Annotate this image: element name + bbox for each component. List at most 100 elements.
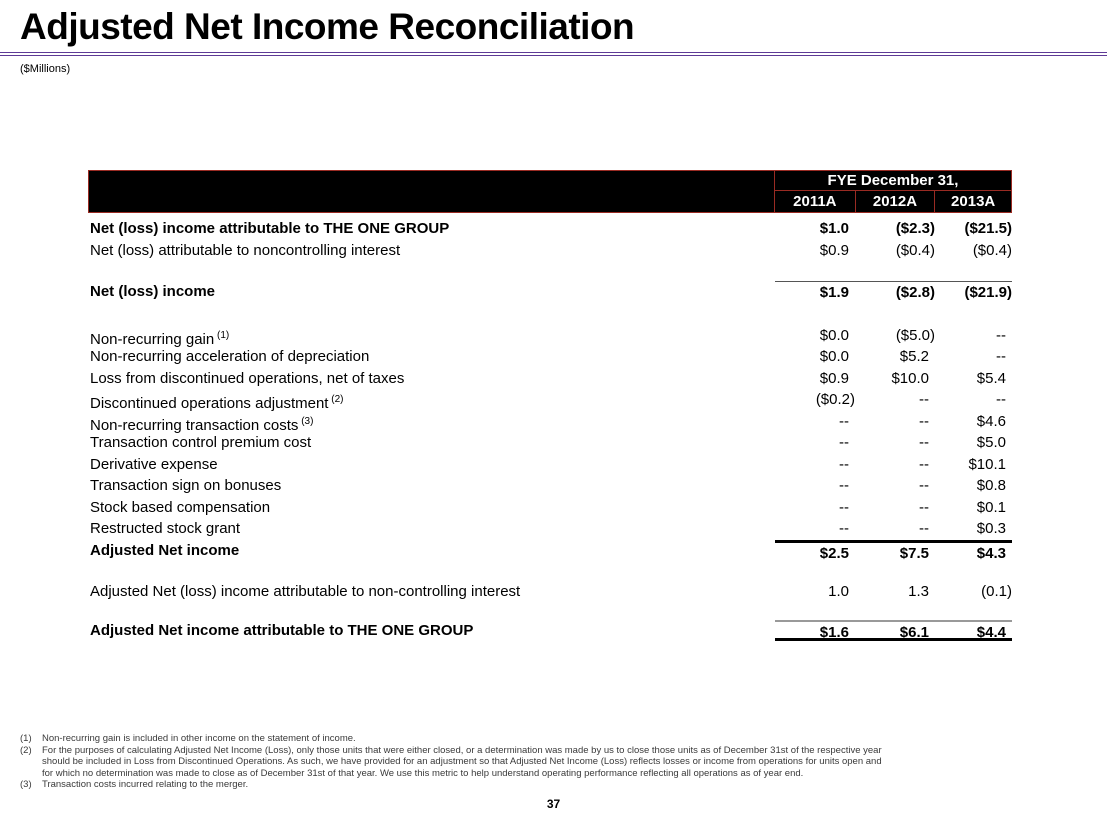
table-row: Adjusted Net income $2.5 $7.5 $4.3 (88, 539, 1012, 562)
footnote-marker: (2) (328, 394, 344, 405)
table-spacer-row (88, 303, 1012, 325)
row-label: Non-recurring gain (1) (90, 329, 230, 348)
value-cell: $0.0 (819, 326, 849, 344)
value-cell: $10.0 (891, 369, 929, 387)
value-cell: $5.4 (976, 369, 1006, 387)
units-label: ($Millions) (20, 63, 71, 75)
footnote-marker: (1) (214, 329, 230, 341)
value-cell: -- (919, 498, 929, 516)
page-title: Adjusted Net Income Reconciliation (20, 6, 635, 47)
row-label: Non-recurring transaction costs (3) (90, 415, 314, 434)
row-label: Net (loss) income attributable to THE ON… (90, 220, 450, 237)
row-label: Adjusted Net (loss) income attributable … (90, 583, 521, 600)
value-cell: $6.1 (899, 623, 929, 641)
value-cell: ($0.4) (895, 241, 935, 259)
row-values: $0.9 $10.0 $5.4 (775, 368, 1012, 390)
table-row: Derivative expense -- -- $10.1 (88, 454, 1012, 476)
table-row: Restructed stock grant -- -- $0.3 (88, 518, 1012, 540)
value-cell: -- (996, 391, 1006, 408)
row-label: Discontinued operations adjustment (2) (90, 394, 344, 412)
table-row: Adjusted Net income attributable to THE … (88, 619, 1012, 641)
value-cell: -- (839, 498, 849, 516)
footnote-text: Transaction costs incurred relating to t… (42, 779, 249, 790)
row-label: Restructed stock grant (90, 520, 241, 537)
value-cell: -- (996, 348, 1006, 365)
value-cell: $4.3 (976, 544, 1006, 562)
footnote: (3) Transaction costs incurred relating t… (20, 779, 888, 791)
table-spacer-row (88, 261, 1012, 281)
footnote: (2) For the purposes of calculating Adjus… (20, 745, 888, 780)
table-header: FYE December 31, 2011A 2012A 2013A (88, 170, 1012, 213)
row-values: -- -- $0.1 (775, 497, 1012, 519)
value-cell: $4.6 (976, 412, 1006, 430)
table-row: Stock based compensation -- -- $0.1 (88, 497, 1012, 519)
row-values: $0.0 ($5.0) -- (775, 325, 1012, 347)
year-columns: 2011A 2012A 2013A (775, 191, 1011, 212)
footnote-marker: (3) (298, 415, 314, 427)
value-cell: -- (919, 455, 929, 473)
value-cell: ($5.0) (895, 326, 935, 344)
footnote-number: (3) (20, 779, 32, 790)
row-label: Adjusted Net income attributable to THE … (90, 621, 474, 639)
value-cell: $7.5 (899, 544, 929, 562)
value-cell: $1.9 (819, 284, 849, 301)
row-label: Net (loss) income (90, 283, 216, 300)
row-label: Stock based compensation (90, 498, 271, 516)
table-spacer-row (88, 603, 1012, 620)
table-row: Adjusted Net (loss) income attributable … (88, 581, 1012, 603)
value-cell: $10.1 (968, 455, 1006, 473)
footnote: (1) Non-recurring gain is included in oth… (20, 733, 888, 745)
value-cell: -- (919, 477, 929, 494)
value-cell: -- (839, 520, 849, 537)
row-label: Non-recurring acceleration of depreciati… (90, 348, 370, 365)
value-cell: $2.5 (819, 544, 849, 562)
column-header-2013a: 2013A (934, 191, 1011, 212)
table-row: Net (loss) attributable to noncontrollin… (88, 240, 1012, 262)
value-cell: -- (839, 477, 849, 494)
value-cell: (0.1) (981, 583, 1012, 600)
value-cell: $0.9 (819, 241, 849, 259)
row-values: -- -- $10.1 (775, 454, 1012, 476)
row-values: $1.0 ($2.3) ($21.5) (775, 218, 1012, 240)
table-row: Transaction sign on bonuses -- -- $0.8 (88, 475, 1012, 497)
footnote-text: For the purposes of calculating Adjusted… (42, 744, 882, 779)
table-body: Net (loss) income attributable to THE ON… (88, 213, 1012, 641)
table-header-years-area: FYE December 31, 2011A 2012A 2013A (774, 171, 1011, 212)
fye-group-header: FYE December 31, (775, 171, 1011, 191)
row-values: $2.5 $7.5 $4.3 (775, 539, 1012, 562)
value-cell: -- (919, 391, 929, 408)
table-row: Transaction control premium cost -- -- $5.0 (88, 432, 1012, 454)
title-divider (0, 52, 1107, 56)
value-cell: $0.9 (819, 369, 849, 387)
value-cell: -- (839, 412, 849, 430)
row-label: Loss from discontinued operations, net o… (90, 369, 405, 387)
row-values: $0.9 ($0.4) ($0.4) (775, 240, 1012, 262)
row-values: -- -- $4.6 (775, 411, 1012, 433)
page-number: 37 (546, 797, 561, 811)
value-cell: $5.2 (899, 348, 929, 365)
row-values: $0.0 $5.2 -- (775, 346, 1012, 368)
value-cell: -- (996, 326, 1006, 344)
value-cell: ($21.5) (964, 220, 1012, 237)
row-label: Adjusted Net income (90, 541, 240, 559)
row-label: Transaction control premium cost (90, 434, 312, 451)
value-cell: $4.4 (976, 623, 1006, 641)
column-header-2011a: 2011A (793, 193, 837, 210)
value-cell: -- (839, 455, 849, 473)
row-values: ($0.2) -- -- (775, 389, 1012, 411)
row-label: Net (loss) attributable to noncontrollin… (90, 241, 401, 259)
column-header-2012a: 2012A (854, 191, 935, 212)
reconciliation-table: FYE December 31, 2011A 2012A 2013A Net (… (88, 170, 1012, 641)
footnote-number: (1) (20, 733, 32, 744)
row-values: -- -- $0.8 (775, 475, 1012, 497)
row-values: $1.9 ($2.8) ($21.9) (775, 281, 1012, 303)
table-row: Non-recurring acceleration of depreciati… (88, 346, 1012, 368)
value-cell: ($2.8) (895, 284, 935, 301)
value-cell: -- (839, 434, 849, 451)
value-cell: ($0.2) (815, 391, 855, 408)
value-cell: ($2.3) (895, 220, 935, 237)
footnote-number: (2) (20, 744, 32, 756)
table-row: Loss from discontinued operations, net o… (88, 368, 1012, 390)
value-cell: -- (919, 520, 929, 537)
table-row: Net (loss) income $1.9 ($2.8) ($21.9) (88, 281, 1012, 303)
